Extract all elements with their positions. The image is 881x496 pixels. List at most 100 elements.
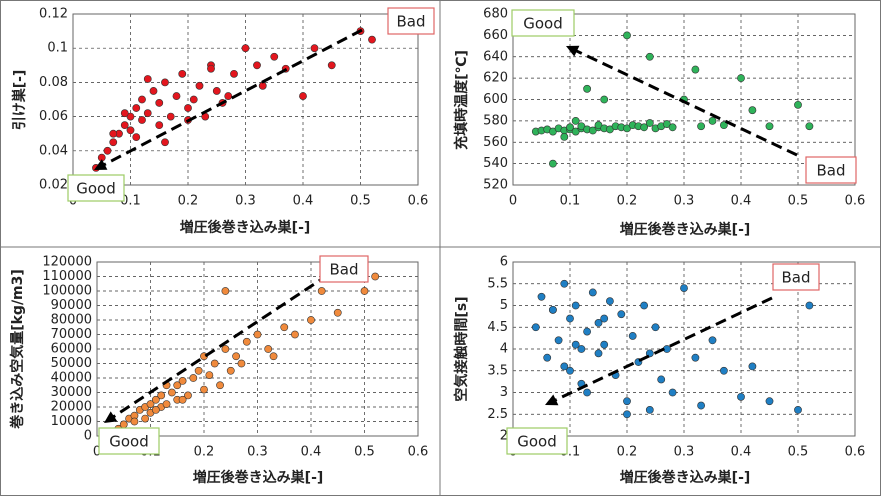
- y-axis-title: 巻き込み空気量[kg/m3]: [9, 269, 26, 429]
- point: [205, 371, 214, 379]
- plot-area: [512, 13, 856, 186]
- bad-box: [805, 156, 857, 184]
- point: [189, 374, 198, 382]
- point: [119, 420, 128, 429]
- point: [708, 336, 717, 345]
- point: [141, 414, 150, 423]
- point: [184, 391, 192, 400]
- point: [543, 353, 552, 362]
- point: [178, 69, 187, 78]
- point: [691, 65, 700, 74]
- y-tick-label: 5.5: [487, 276, 508, 291]
- point: [224, 92, 233, 100]
- point: [748, 106, 757, 115]
- y-tick-label: 110000: [42, 269, 92, 284]
- y-tick-label: 100000: [42, 284, 92, 299]
- point: [161, 138, 169, 147]
- point: [588, 288, 597, 297]
- point: [623, 397, 631, 406]
- point: [560, 279, 569, 288]
- x-tick-label: 0.5: [788, 194, 809, 209]
- x-axis-title: 増圧後巻き込み巣[-]: [620, 469, 751, 486]
- point: [307, 316, 315, 324]
- point: [606, 297, 614, 306]
- point: [617, 310, 626, 319]
- point: [178, 395, 187, 404]
- good-box: [98, 427, 160, 455]
- point: [269, 352, 278, 361]
- x-tick-label: 0.2: [178, 194, 199, 209]
- bad-label: Bad: [396, 13, 425, 31]
- y-tick-label: 90000: [51, 298, 92, 313]
- point: [657, 375, 666, 384]
- point: [230, 69, 238, 78]
- point: [253, 330, 262, 339]
- point: [531, 323, 540, 332]
- x-tick-label: 0.2: [617, 445, 638, 460]
- point: [628, 332, 637, 340]
- bad-label: Bad: [329, 261, 358, 279]
- point: [173, 381, 182, 390]
- point: [680, 284, 688, 292]
- point: [708, 116, 717, 125]
- y-tick-label: 620: [483, 71, 508, 86]
- y-tick-label: 520: [483, 178, 508, 193]
- y-tick-label: 580: [483, 113, 508, 128]
- point: [221, 287, 230, 295]
- point: [189, 95, 198, 104]
- x-axis-title: 増圧後巻き込み巣[-]: [193, 469, 324, 486]
- point: [640, 301, 648, 310]
- point: [327, 61, 336, 70]
- point: [600, 314, 609, 323]
- arrow-head: [104, 411, 118, 423]
- point: [126, 126, 135, 135]
- x-tick-label: 0.3: [674, 194, 695, 209]
- y-tick-label: 50000: [51, 356, 92, 371]
- point: [237, 359, 246, 368]
- point: [178, 376, 187, 385]
- point: [195, 81, 204, 90]
- good-box: [67, 174, 125, 202]
- point: [143, 75, 152, 83]
- point: [109, 138, 118, 147]
- bad-label: Bad: [816, 162, 845, 180]
- point: [200, 385, 208, 394]
- y-tick-label: 70000: [51, 327, 92, 342]
- point: [162, 400, 171, 408]
- y-tick-label: 0.1: [47, 41, 68, 56]
- bad-box: [772, 263, 820, 291]
- arrow-head: [94, 159, 108, 170]
- point: [697, 401, 705, 410]
- x-tick-label: 0.3: [247, 445, 268, 460]
- point: [138, 116, 146, 124]
- point: [571, 116, 580, 125]
- x-tick-label: 0.1: [560, 194, 581, 209]
- point: [132, 104, 141, 112]
- y-tick-label: 560: [483, 135, 508, 150]
- point: [368, 35, 376, 44]
- x-tick-label: 0.2: [617, 194, 638, 209]
- trend-arrow: [571, 47, 798, 157]
- point: [594, 349, 603, 358]
- point: [310, 44, 319, 53]
- trend-arrow: [99, 28, 363, 168]
- point: [566, 314, 574, 323]
- good-label: Good: [76, 180, 116, 198]
- y-tick-label: 660: [483, 28, 508, 43]
- point: [157, 391, 166, 400]
- x-tick-label: 0.3: [674, 445, 695, 460]
- x-tick-label: 0.6: [845, 194, 866, 209]
- y-tick-label: 4.5: [487, 320, 508, 335]
- y-axis-title: 空気接触時間[s]: [453, 296, 470, 401]
- point: [151, 405, 160, 414]
- y-tick-label: 0.04: [39, 143, 68, 158]
- trend-arrow: [550, 296, 773, 404]
- trend-arrow: [109, 273, 329, 421]
- x-tick-label: 0.4: [731, 194, 752, 209]
- point: [645, 119, 654, 127]
- point: [668, 123, 677, 132]
- point: [280, 323, 289, 332]
- y-tick-label: 5: [500, 298, 508, 313]
- point: [155, 121, 164, 130]
- bad-box: [319, 255, 369, 283]
